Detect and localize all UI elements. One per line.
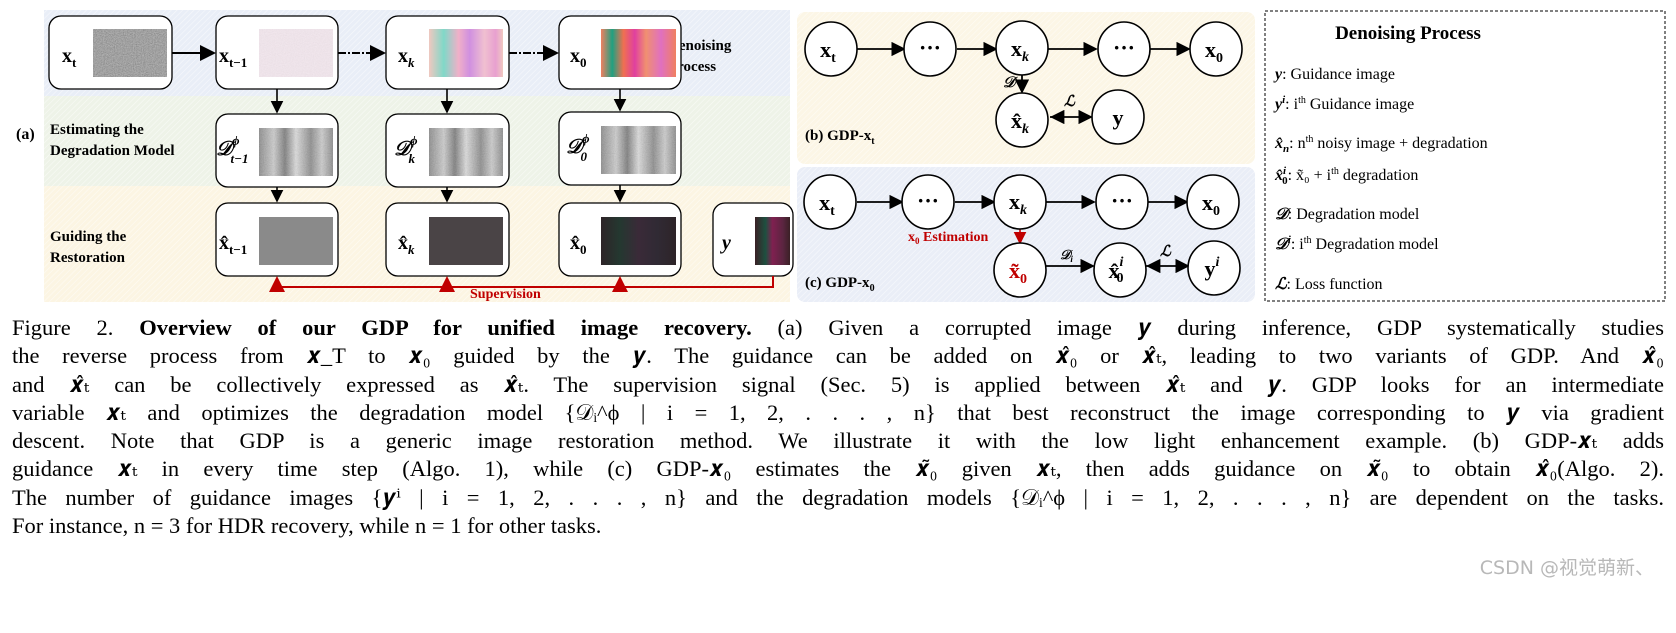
node-c-ellipsis-1: ··· (917, 188, 939, 213)
node-c-x0: x0 (1202, 190, 1220, 219)
panel-a-tag: (a) (16, 126, 35, 143)
svg-text:y: y (720, 232, 731, 254)
node-b-xk: xk (1011, 36, 1029, 65)
panel-b-tag: (b) GDP-xt (805, 128, 875, 147)
node-xhat-0: x̂0 (558, 202, 682, 277)
label-guiding-1: Guiding the (50, 229, 127, 245)
caption-line: Figure 2. Overview of our GDP for unifie… (12, 314, 1664, 342)
svg-text:x̂k: x̂k (398, 232, 415, 257)
node-c-ellipsis-2: ··· (1111, 188, 1133, 213)
caption-line: For instance, n = 3 for HDR recovery, wh… (12, 513, 602, 539)
down-arrows (270, 89, 627, 203)
node-xhat-t-minus-1: x̂t−1 (215, 202, 339, 277)
node-y: y (712, 202, 794, 277)
node-x-k: xk (385, 15, 510, 90)
figure-diagram: (a) Estimating the Degradation Model Gui… (16, 10, 1666, 302)
node-degradation-0: 𝒟ϕ 0 (558, 111, 682, 186)
node-degradation-t-minus-1: 𝒟ϕ t−1 (215, 113, 339, 188)
legend-item-noisy: x̂n: nth noisy image + degradation (1274, 134, 1488, 155)
node-b-x0: x0 (1205, 37, 1223, 66)
node-b-y: y (1113, 105, 1124, 130)
legend-title: Denoising Process (1335, 23, 1481, 44)
node-b-xhat-k: x̂k (1011, 108, 1029, 137)
watermark: CSDN @视觉萌新、 (1477, 553, 1656, 580)
label-estimating-1: Estimating the (50, 122, 144, 138)
node-c-xt: xt (819, 190, 835, 219)
node-degradation-k: 𝒟ϕ k (385, 113, 510, 188)
caption-line: guidance 𝒙ₜ in every time step (Algo. 1)… (12, 456, 1664, 482)
caption-title: Overview of our GDP for unified image re… (139, 315, 752, 340)
caption-line: and 𝒙̂ₜ can be collectively expressed as… (12, 371, 1664, 397)
node-b-xt: xt (820, 37, 836, 66)
node-b-ellipsis-2: ··· (1113, 35, 1135, 60)
figure-caption: Figure 2. Overview of our GDP for unifie… (12, 314, 1664, 540)
label-estimating-2: Degradation Model (50, 143, 175, 159)
legend-item-ith-degradation-image: x̂i 0: x̃₀ + ith degradation (1274, 165, 1418, 187)
node-c-xtilde-0: x̃0 (1009, 258, 1027, 287)
edge-label-loss-c: ℒ (1160, 244, 1172, 260)
legend-item-loss: ℒ: Loss function (1275, 276, 1383, 293)
panel-c-tag: (c) GDP-x0 (805, 275, 875, 294)
svg-text:𝒟ϕt−1: 𝒟ϕ t−1 (216, 133, 249, 166)
panel-b: xt ··· xk ··· x0 x̂k y 𝒟 ℒ (b) GDP-xt (797, 12, 1255, 164)
edge-label-loss: ℒ (1064, 94, 1076, 110)
caption-text: (a) Given a corrupted image 𝒚 during inf… (777, 315, 1665, 340)
caption-line: descent. Note that GDP is a generic imag… (12, 428, 1664, 454)
edge-label-degradation-i: 𝒟i (1060, 247, 1073, 264)
label-denoising-1: Denoising (668, 38, 732, 54)
node-c-xhat-0-i: x̂i 0 (1109, 255, 1124, 286)
legend-item-ith-guidance: yi: ith Guidance image (1273, 94, 1414, 113)
svg-text:xt: xt (62, 45, 77, 70)
legend: Denoising Process y: Guidance image yi: … (1264, 10, 1666, 302)
estimation-label: x0 Estimation (908, 230, 989, 246)
node-xhat-k: x̂k (385, 202, 510, 277)
svg-text:x̂t−1: x̂t−1 (219, 232, 247, 257)
node-x-0: x0 (558, 15, 682, 90)
svg-text:𝒟ϕk: 𝒟ϕ k (394, 133, 418, 166)
node-c-xk: xk (1009, 189, 1027, 218)
edge-label-degradation: 𝒟 (1003, 75, 1018, 91)
label-guiding-2: Restoration (50, 250, 126, 266)
caption-line: The number of guidance images {𝒚ⁱ | i = … (12, 484, 1664, 510)
legend-item-degradation-model: 𝒟: Degradation model (1275, 206, 1420, 223)
svg-text:xk: xk (398, 45, 415, 70)
supervision-label: Supervision (470, 287, 541, 302)
node-c-y-i: yi (1205, 255, 1220, 281)
panel-a: (a) Estimating the Degradation Model Gui… (16, 10, 794, 302)
node-x-t: xt (48, 15, 173, 90)
legend-item-ith-degradation-model: 𝒟i: ith Degradation model (1275, 234, 1439, 253)
node-b-ellipsis-1: ··· (919, 35, 941, 60)
panel-c: xt ··· xk ··· x0 x̃0 x̂i 0 yi x0 Estimati… (797, 167, 1255, 302)
svg-text:x0: x0 (570, 45, 587, 70)
svg-text:𝒟ϕ0: 𝒟ϕ 0 (566, 131, 590, 164)
caption-line: the reverse process from 𝒙_T to 𝒙₀ guide… (12, 343, 1664, 369)
svg-text:xt−1: xt−1 (219, 45, 247, 70)
caption-line: variable 𝒙ₜ and optimizes the degradatio… (12, 399, 1664, 425)
legend-item-guidance: y: Guidance image (1273, 66, 1395, 83)
supervision-connector (269, 276, 774, 292)
caption-label: Figure 2. (12, 315, 114, 340)
svg-text:x̂0: x̂0 (570, 232, 587, 257)
node-x-t-minus-1: xt−1 (215, 15, 339, 90)
